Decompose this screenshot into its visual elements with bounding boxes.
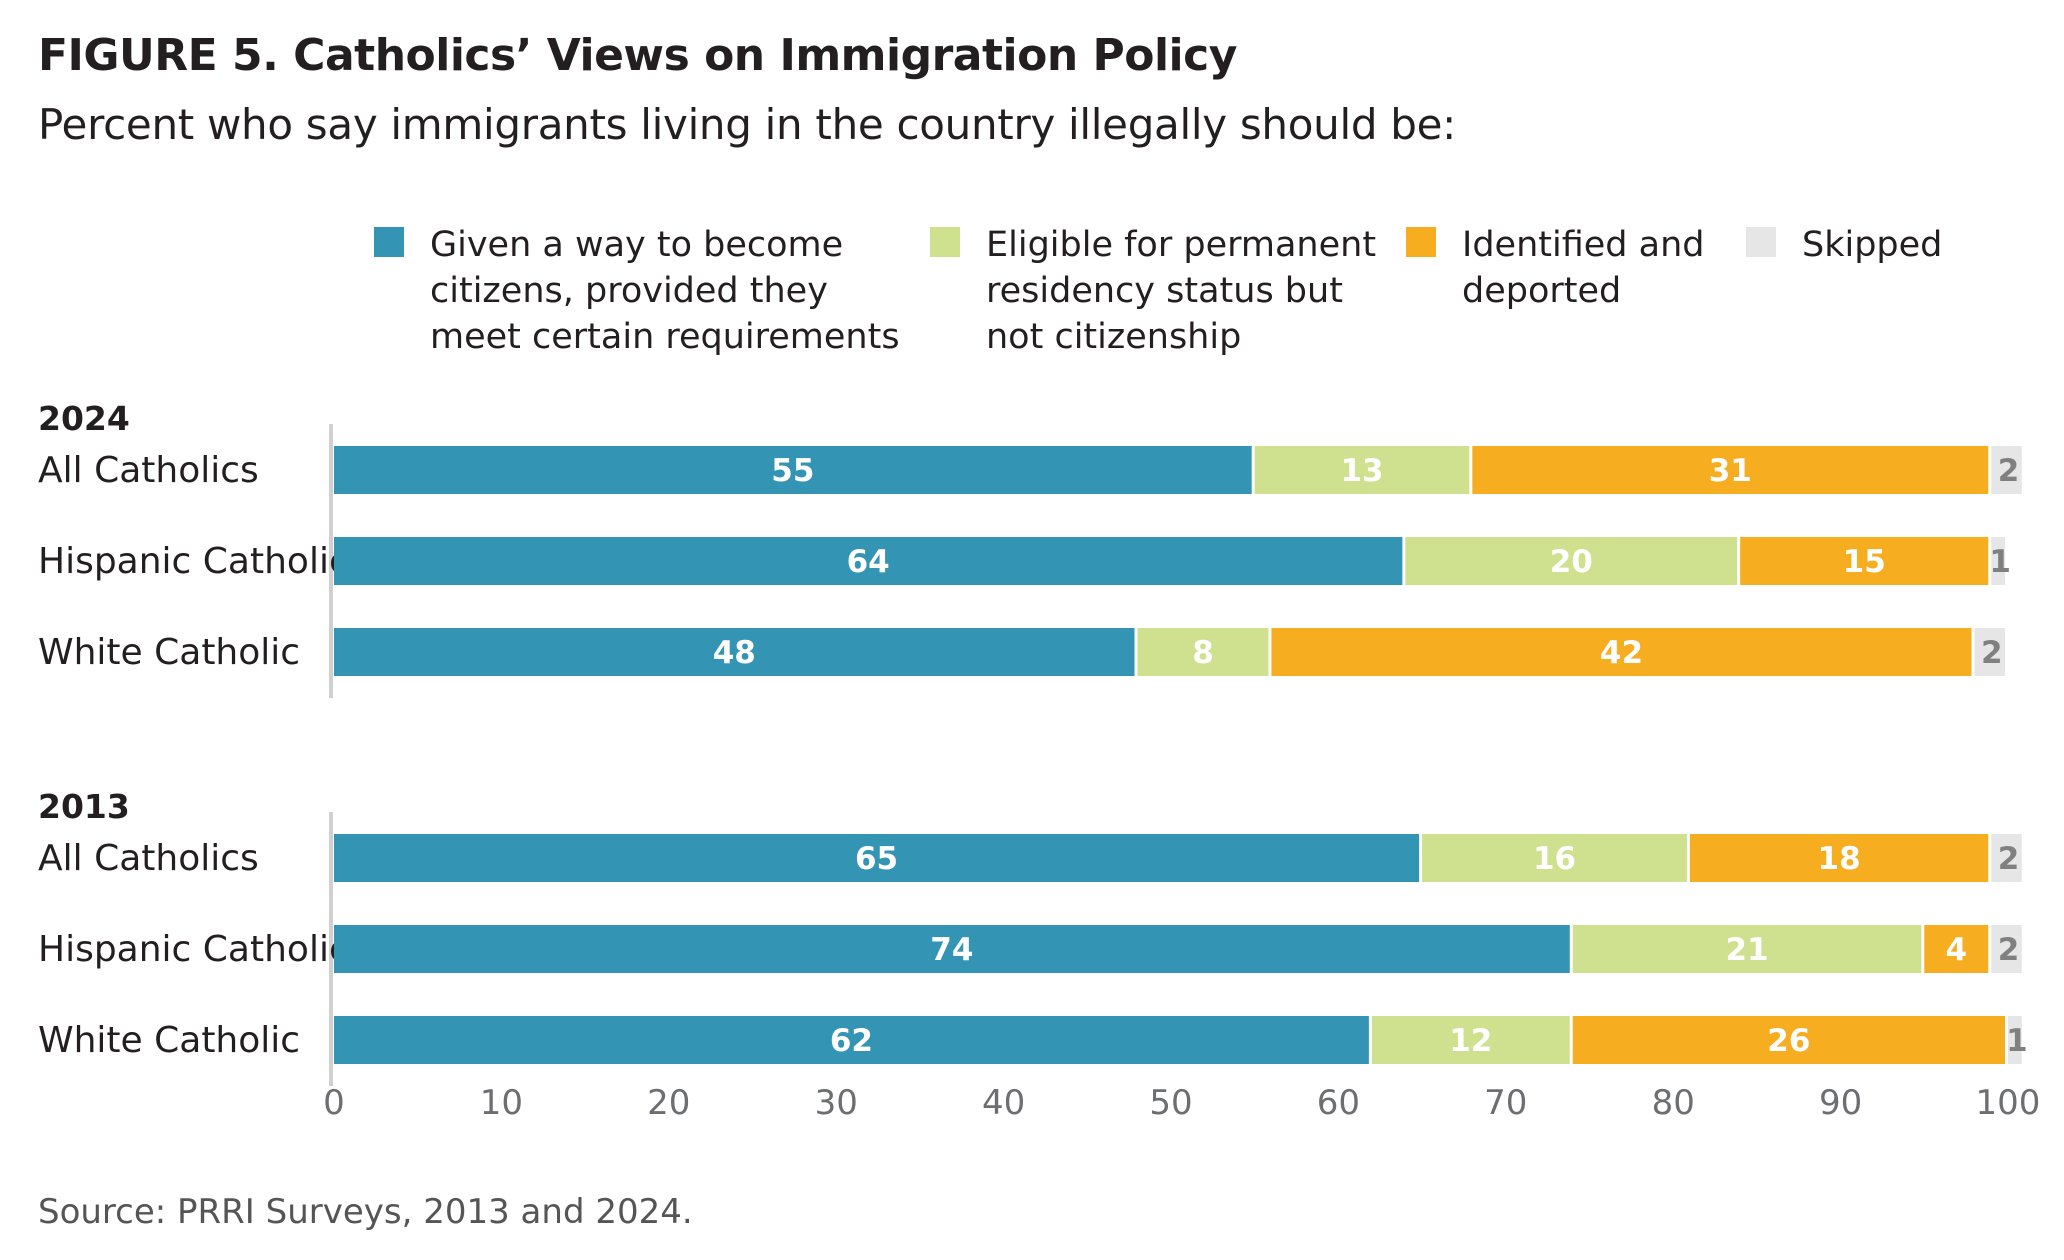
x-tick-label: 100 <box>1976 1083 2041 1123</box>
data-label-permanent_residency: 8 <box>1192 635 1214 671</box>
data-label-permanent_residency: 16 <box>1533 841 1576 877</box>
bar-segment-deported <box>1924 925 1989 973</box>
data-label-deported: 42 <box>1600 635 1643 671</box>
x-tick-label: 70 <box>1484 1083 1527 1123</box>
bar-segment-skipped <box>1991 537 2005 585</box>
bar-segment-permanent_residency <box>1572 925 1922 973</box>
y-axis-line-2024 <box>329 424 333 698</box>
bar-segment-deported <box>1271 628 1972 676</box>
group-label-2024: 2024 <box>38 399 130 438</box>
data-label-citizenship: 64 <box>847 544 890 580</box>
x-tick-label: 50 <box>1149 1083 1192 1123</box>
bar-segment-deported <box>1689 834 1989 882</box>
bar-segment-skipped <box>1974 628 2005 676</box>
bar-segment-citizenship <box>334 834 1420 882</box>
row-label-2024-hispanic-catholic: Hispanic Catholic <box>38 541 349 582</box>
data-label-skipped: 1 <box>1989 544 2011 580</box>
x-tick-label: 80 <box>1652 1083 1695 1123</box>
data-label-skipped: 1 <box>2006 1023 2028 1059</box>
bar-segment-permanent_residency <box>1422 834 1687 882</box>
data-label-permanent_residency: 12 <box>1449 1023 1492 1059</box>
group-label-2013: 2013 <box>38 787 130 826</box>
bar-segment-skipped <box>1991 925 2022 973</box>
x-tick-label: 20 <box>647 1083 690 1123</box>
x-tick-label: 60 <box>1317 1083 1360 1123</box>
y-axis-line-2013 <box>329 812 333 1086</box>
data-label-deported: 31 <box>1709 453 1752 489</box>
figure-subtitle: Percent who say immigrants living in the… <box>38 100 1456 149</box>
data-label-skipped: 2 <box>1998 932 2020 968</box>
x-tick-label: 10 <box>480 1083 523 1123</box>
data-label-skipped: 2 <box>1981 635 2003 671</box>
data-label-citizenship: 62 <box>830 1023 873 1059</box>
data-label-permanent_residency: 21 <box>1725 932 1768 968</box>
data-label-skipped: 2 <box>1998 453 2020 489</box>
source-note: Source: PRRI Surveys, 2013 and 2024. <box>38 1192 693 1232</box>
bar-segment-permanent_residency <box>1405 537 1738 585</box>
bar-segment-deported <box>1472 446 1989 494</box>
row-label-2024-all-catholics: All Catholics <box>38 450 259 491</box>
bar-segment-deported <box>1740 537 1989 585</box>
row-label-2013-all-catholics: All Catholics <box>38 838 259 879</box>
bar-segment-citizenship <box>334 537 1403 585</box>
data-label-deported: 18 <box>1818 841 1861 877</box>
bar-segment-permanent_residency <box>1254 446 1470 494</box>
data-label-permanent_residency: 20 <box>1550 544 1593 580</box>
row-label-2013-white-catholic: White Catholic <box>38 1020 300 1061</box>
row-label-2013-hispanic-catholic: Hispanic Catholic <box>38 929 349 970</box>
bar-segment-skipped <box>2008 1016 2022 1064</box>
x-tick-label: 0 <box>323 1083 345 1123</box>
bar-segment-skipped <box>1991 446 2022 494</box>
data-label-citizenship: 65 <box>855 841 898 877</box>
row-label-2024-white-catholic: White Catholic <box>38 632 300 673</box>
data-label-citizenship: 48 <box>713 635 756 671</box>
x-tick-label: 40 <box>982 1083 1025 1123</box>
x-tick-label: 30 <box>815 1083 858 1123</box>
data-label-permanent_residency: 13 <box>1340 453 1383 489</box>
data-label-skipped: 2 <box>1998 841 2020 877</box>
figure-title: FIGURE 5. Catholics’ Views on Immigratio… <box>38 30 1237 81</box>
bar-segment-citizenship <box>334 628 1135 676</box>
bar-segment-citizenship <box>334 925 1570 973</box>
bar-segment-citizenship <box>334 446 1252 494</box>
data-label-deported: 4 <box>1945 932 1967 968</box>
data-label-deported: 15 <box>1843 544 1886 580</box>
bar-segment-permanent_residency <box>1137 628 1269 676</box>
bar-segment-citizenship <box>334 1016 1369 1064</box>
x-tick-label: 90 <box>1819 1083 1862 1123</box>
data-label-citizenship: 55 <box>771 453 814 489</box>
data-label-deported: 26 <box>1767 1023 1810 1059</box>
bar-segment-skipped <box>1991 834 2022 882</box>
bar-segment-permanent_residency <box>1371 1016 1570 1064</box>
data-label-citizenship: 74 <box>930 932 973 968</box>
bar-segment-deported <box>1572 1016 2005 1064</box>
